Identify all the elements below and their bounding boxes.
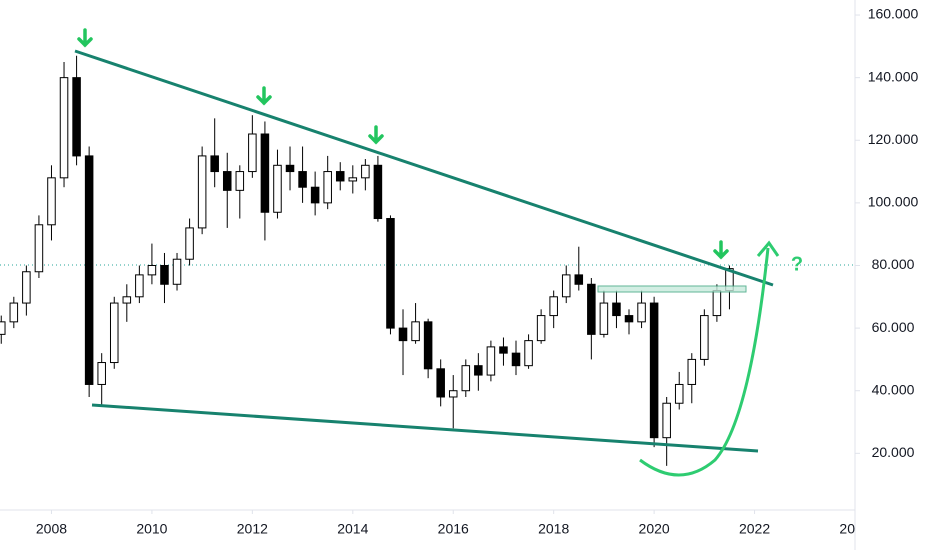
candle-body	[222, 171, 232, 191]
x-tick-label: 2016	[438, 521, 469, 537]
candle-body	[9, 302, 19, 323]
marker-arrows	[77, 28, 729, 260]
x-tick-label: 2022	[739, 521, 770, 537]
arrow	[77, 28, 93, 48]
candle-body	[700, 315, 709, 360]
candle-body	[624, 315, 634, 323]
candle-body	[398, 327, 408, 342]
y-tick-label: 60.000	[872, 319, 915, 335]
x-tick-label: 2008	[36, 521, 67, 537]
candle-body	[0, 321, 6, 335]
projection-arrowhead	[756, 240, 780, 257]
candle-body	[461, 365, 471, 392]
candle-body	[298, 171, 307, 188]
candle-body	[499, 346, 508, 354]
lower-trendline	[91, 403, 759, 453]
x-ticks: 2008 2010 2012 2014 2016 2018 2020 2022 2024	[36, 510, 870, 537]
x-tick-label: 2024	[839, 521, 870, 537]
candle-body	[587, 283, 596, 335]
candle-body	[248, 133, 257, 173]
candle-body	[662, 402, 671, 439]
candle-body	[59, 77, 69, 179]
candle-body	[373, 164, 383, 220]
candle-body	[172, 258, 182, 285]
candle-body	[310, 186, 320, 204]
candle-body	[361, 164, 370, 179]
candle-body	[386, 218, 395, 329]
candle-body	[197, 155, 207, 229]
y-tick-label: 160.000	[868, 6, 919, 22]
y-tick-label: 20.000	[872, 444, 915, 460]
x-tick-label: 2018	[538, 521, 569, 537]
candle-body	[612, 302, 621, 317]
annotation: ?	[791, 253, 803, 275]
candle-body	[511, 352, 521, 367]
y-tick-label: 120.000	[868, 131, 919, 147]
candle-body	[674, 383, 684, 404]
candle-body	[34, 224, 44, 273]
candle-body	[335, 171, 345, 182]
candle-body	[448, 390, 458, 398]
candles	[0, 55, 734, 466]
x-tick-label: 2020	[639, 521, 670, 537]
candle-body	[599, 302, 609, 335]
candle-body	[536, 315, 546, 342]
x-tick-label: 2014	[337, 521, 368, 537]
y-tick-label: 40.000	[872, 381, 915, 397]
candle-body	[348, 177, 358, 182]
candle-body	[323, 171, 332, 204]
candle-body	[436, 368, 445, 398]
candle-body	[574, 274, 584, 285]
candle-body	[22, 271, 31, 304]
arrow	[256, 86, 272, 106]
candle-body	[273, 164, 282, 213]
candle-body	[637, 302, 646, 323]
candle-body	[185, 227, 194, 260]
candle-body	[474, 365, 483, 376]
candle-body	[235, 171, 245, 191]
candle-body	[122, 296, 132, 304]
candle-body	[72, 77, 81, 157]
candle-body	[486, 346, 496, 376]
upper-trendline	[74, 49, 774, 287]
y-tick-label: 100.000	[868, 194, 919, 210]
candle-body	[109, 302, 119, 364]
x-tick-label: 2012	[237, 521, 268, 537]
drawings: ?	[74, 28, 803, 477]
arrow	[713, 240, 729, 260]
candle-body	[47, 177, 56, 226]
candle-body	[649, 302, 659, 439]
candle-body	[147, 264, 157, 276]
candle-body	[524, 340, 533, 367]
candle-body	[411, 321, 420, 342]
zone	[597, 285, 747, 293]
candle-body	[687, 358, 697, 385]
candle-body	[423, 321, 433, 370]
candle-body	[210, 155, 219, 173]
candle-body	[160, 264, 169, 285]
candle-body	[712, 290, 722, 317]
candle-body	[97, 362, 106, 385]
candle-body	[260, 133, 270, 213]
y-tick-label: 140.000	[868, 68, 919, 84]
projection-curve	[639, 247, 770, 477]
x-tick-label: 2010	[136, 521, 167, 537]
arrow	[368, 125, 384, 145]
candle-body	[561, 274, 571, 298]
y-tick-label: 80.000	[872, 256, 915, 272]
candle-body	[549, 296, 558, 317]
candle-body	[84, 155, 94, 385]
candle-body	[135, 274, 144, 298]
candle-body	[285, 164, 295, 173]
